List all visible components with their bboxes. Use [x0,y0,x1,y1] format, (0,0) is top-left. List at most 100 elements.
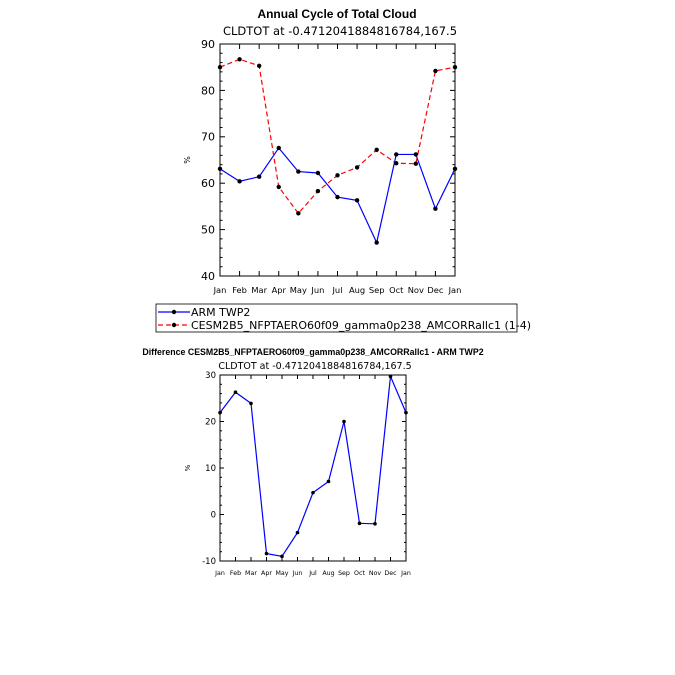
data-point [335,194,340,200]
x-tick-label: Mar [245,570,257,577]
x-tick-label: Dec [384,570,397,577]
data-point [335,173,340,178]
data-point [315,188,321,194]
x-tick-label: Aug [322,570,334,577]
chart1-plot-frame [219,43,456,277]
y-tick-label: 80 [201,84,215,97]
chart1-points [217,57,458,245]
chart2-ylabel: % [184,464,192,471]
chart1-tick-labels: Jan Feb Mar Apr May Jun Jul Aug Sep Oct Nov Dec Jan 4… [201,38,461,295]
data-point [296,211,301,216]
data-point [452,166,458,172]
data-point [374,240,379,245]
data-point [237,57,242,62]
data-point [296,169,301,174]
legend-label-arm: ARM TWP2 [191,306,250,319]
legend-marker-arm [171,309,177,315]
data-point [413,161,419,166]
data-point [256,63,262,69]
chart1-ylabel: % [183,156,192,164]
data-point [237,179,242,184]
y-tick-label: 70 [201,131,215,144]
series-line-0 [219,374,407,558]
x-tick-label: Apr [261,570,272,577]
difference-chart: Difference CESM2B5_NFPTAERO60f09_gamma0p… [142,347,483,577]
data-point [256,174,262,179]
data-point [388,374,393,379]
x-tick-label: Aug [349,285,365,295]
x-tick-label: Apr [272,285,287,295]
x-tick-label: Feb [232,285,247,295]
x-tick-label: Oct [389,285,404,295]
x-tick-label: May [290,285,307,295]
series-line-1 [219,58,456,215]
y-tick-label: -10 [202,557,216,567]
data-point [404,410,408,415]
data-point [357,521,362,526]
chart1-subtitle: CLDTOT at -0.4712041884816784,167.5 [223,24,457,38]
y-tick-label: 60 [201,177,215,190]
x-tick-label: Sep [369,285,385,295]
y-tick-label: 20 [205,417,216,427]
data-point [452,65,458,70]
x-tick-label: Sep [338,570,350,577]
chart1-axes [219,43,456,277]
data-point [311,490,315,495]
data-point [315,170,321,176]
x-tick-label: Nov [369,570,382,577]
legend-box [155,303,518,333]
x-tick-label: Dec [427,285,443,295]
legend-marker-cesm [171,322,177,328]
data-point [433,68,438,74]
y-tick-label: 30 [205,371,216,381]
x-tick-label: Jan [400,570,411,577]
data-point [433,206,438,211]
x-tick-label: Jul [308,570,317,577]
data-point [354,165,360,170]
x-tick-label: Nov [408,285,424,295]
x-tick-label: Feb [230,570,241,577]
annual-cycle-chart: Annual Cycle of Total Cloud CLDTOT at -0… [155,7,531,333]
data-point [374,147,379,152]
x-tick-label: Jul [331,285,342,295]
chart1-series-lines [219,58,456,245]
x-tick-label: Jan [213,285,227,295]
data-point [394,161,399,166]
data-point [217,166,223,172]
y-tick-label: 40 [201,270,215,283]
data-point [217,65,223,70]
data-point [413,152,419,157]
data-point [354,198,360,203]
x-tick-label: Jun [292,570,303,577]
chart2-plot-frame [219,374,407,562]
data-point [218,410,222,415]
y-tick-label: 90 [201,38,215,51]
x-tick-label: Jan [214,570,225,577]
data-point [249,401,253,406]
x-tick-label: Jun [310,285,324,295]
data-point [276,184,281,190]
x-tick-label: Jan [448,285,462,295]
chart1-title: Annual Cycle of Total Cloud [257,7,416,21]
chart2-points [218,374,408,559]
data-point [276,145,281,151]
legend-label-cesm: CESM2B5_NFPTAERO60f09_gamma0p238_AMCORRa… [191,319,531,332]
chart2-tick-labels: Jan Feb Mar Apr May Jun Jul Aug Sep Oct Nov Dec Jan-… [202,371,411,577]
data-point [264,551,269,556]
chart2-title: Difference CESM2B5_NFPTAERO60f09_gamma0p… [142,347,483,357]
y-tick-label: 50 [201,223,215,236]
data-point [394,152,399,157]
data-point [295,530,300,535]
chart1-legend: ARM TWP2 CESM2B5_NFPTAERO60f09_gamma0p23… [155,303,531,333]
data-point [233,390,238,395]
chart2-axes [219,374,407,562]
x-tick-label: May [275,570,288,577]
chart2-subtitle: CLDTOT at -0.4712041884816784,167.5 [218,361,411,372]
data-point [280,554,284,559]
x-tick-label: Oct [354,570,365,577]
x-tick-label: Mar [251,285,267,295]
data-point [342,419,346,424]
data-point [373,522,377,526]
data-point [326,479,331,484]
